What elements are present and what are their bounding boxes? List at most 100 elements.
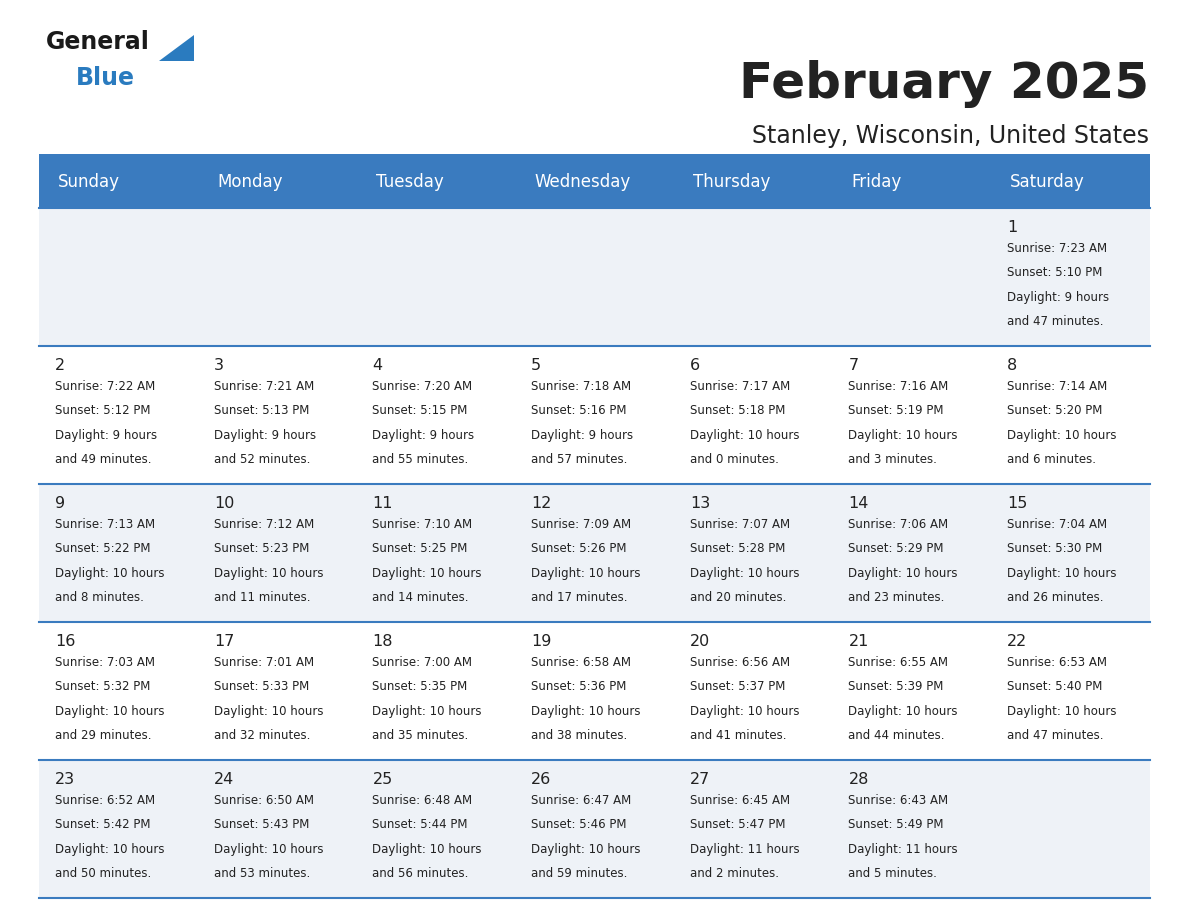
- Text: Daylight: 10 hours: Daylight: 10 hours: [690, 566, 800, 579]
- Text: Sunrise: 7:13 AM: Sunrise: 7:13 AM: [55, 519, 156, 532]
- Text: Sunrise: 6:47 AM: Sunrise: 6:47 AM: [531, 794, 631, 807]
- Text: Tuesday: Tuesday: [375, 174, 443, 191]
- Text: and 59 minutes.: and 59 minutes.: [531, 867, 627, 879]
- Text: Daylight: 10 hours: Daylight: 10 hours: [1007, 705, 1117, 718]
- Text: Sunrise: 6:56 AM: Sunrise: 6:56 AM: [690, 656, 790, 669]
- FancyBboxPatch shape: [39, 621, 1150, 760]
- Text: 13: 13: [690, 497, 710, 511]
- Text: Sunrise: 7:22 AM: Sunrise: 7:22 AM: [55, 380, 156, 393]
- Text: Sunset: 5:40 PM: Sunset: 5:40 PM: [1007, 680, 1102, 693]
- Text: and 2 minutes.: and 2 minutes.: [690, 867, 779, 879]
- FancyBboxPatch shape: [39, 154, 1150, 207]
- Text: Daylight: 9 hours: Daylight: 9 hours: [55, 429, 157, 442]
- Text: Sunset: 5:19 PM: Sunset: 5:19 PM: [848, 405, 944, 418]
- FancyBboxPatch shape: [39, 484, 1150, 621]
- Text: Monday: Monday: [217, 174, 283, 191]
- Text: and 0 minutes.: and 0 minutes.: [690, 453, 778, 465]
- Text: and 50 minutes.: and 50 minutes.: [55, 867, 151, 879]
- Text: and 57 minutes.: and 57 minutes.: [531, 453, 627, 465]
- Text: Sunrise: 6:45 AM: Sunrise: 6:45 AM: [690, 794, 790, 807]
- Text: 20: 20: [690, 634, 710, 649]
- Text: 4: 4: [373, 358, 383, 374]
- Polygon shape: [159, 35, 194, 62]
- Text: Friday: Friday: [852, 174, 902, 191]
- Text: Sunset: 5:28 PM: Sunset: 5:28 PM: [690, 543, 785, 555]
- Text: Sunrise: 6:50 AM: Sunrise: 6:50 AM: [214, 794, 314, 807]
- Text: Sunrise: 7:20 AM: Sunrise: 7:20 AM: [373, 380, 473, 393]
- FancyBboxPatch shape: [39, 760, 1150, 898]
- Text: Sunset: 5:26 PM: Sunset: 5:26 PM: [531, 543, 626, 555]
- Text: Sunset: 5:15 PM: Sunset: 5:15 PM: [373, 405, 468, 418]
- Text: Sunset: 5:33 PM: Sunset: 5:33 PM: [214, 680, 309, 693]
- Text: Sunset: 5:10 PM: Sunset: 5:10 PM: [1007, 266, 1102, 279]
- Text: Sunset: 5:36 PM: Sunset: 5:36 PM: [531, 680, 626, 693]
- Text: Daylight: 10 hours: Daylight: 10 hours: [214, 843, 323, 856]
- Text: Daylight: 10 hours: Daylight: 10 hours: [1007, 429, 1117, 442]
- Text: Sunrise: 7:06 AM: Sunrise: 7:06 AM: [848, 519, 948, 532]
- Text: and 14 minutes.: and 14 minutes.: [373, 591, 469, 604]
- Text: Sunset: 5:49 PM: Sunset: 5:49 PM: [848, 819, 944, 832]
- Text: 12: 12: [531, 497, 551, 511]
- Text: and 6 minutes.: and 6 minutes.: [1007, 453, 1097, 465]
- Text: and 26 minutes.: and 26 minutes.: [1007, 591, 1104, 604]
- Text: Daylight: 9 hours: Daylight: 9 hours: [373, 429, 474, 442]
- Text: Sunset: 5:18 PM: Sunset: 5:18 PM: [690, 405, 785, 418]
- Text: and 38 minutes.: and 38 minutes.: [531, 729, 627, 742]
- Text: 2: 2: [55, 358, 65, 374]
- Text: Sunset: 5:13 PM: Sunset: 5:13 PM: [214, 405, 309, 418]
- Text: and 17 minutes.: and 17 minutes.: [531, 591, 627, 604]
- Text: Sunrise: 7:18 AM: Sunrise: 7:18 AM: [531, 380, 631, 393]
- Text: and 3 minutes.: and 3 minutes.: [848, 453, 937, 465]
- Text: Sunrise: 6:48 AM: Sunrise: 6:48 AM: [373, 794, 473, 807]
- Text: 6: 6: [690, 358, 700, 374]
- Text: Sunrise: 7:09 AM: Sunrise: 7:09 AM: [531, 519, 631, 532]
- Text: Daylight: 10 hours: Daylight: 10 hours: [55, 566, 165, 579]
- Text: Daylight: 10 hours: Daylight: 10 hours: [690, 429, 800, 442]
- Text: and 23 minutes.: and 23 minutes.: [848, 591, 944, 604]
- Text: Sunrise: 7:00 AM: Sunrise: 7:00 AM: [373, 656, 473, 669]
- Text: Daylight: 10 hours: Daylight: 10 hours: [1007, 566, 1117, 579]
- Text: Saturday: Saturday: [1010, 174, 1085, 191]
- Text: and 8 minutes.: and 8 minutes.: [55, 591, 144, 604]
- Text: Sunrise: 6:58 AM: Sunrise: 6:58 AM: [531, 656, 631, 669]
- Text: Daylight: 10 hours: Daylight: 10 hours: [214, 705, 323, 718]
- Text: 14: 14: [848, 497, 868, 511]
- Text: 23: 23: [55, 772, 75, 788]
- Text: Sunday: Sunday: [58, 174, 120, 191]
- Text: Daylight: 9 hours: Daylight: 9 hours: [214, 429, 316, 442]
- Text: Sunrise: 7:03 AM: Sunrise: 7:03 AM: [55, 656, 156, 669]
- FancyBboxPatch shape: [39, 346, 1150, 484]
- Text: Sunset: 5:16 PM: Sunset: 5:16 PM: [531, 405, 626, 418]
- Text: Daylight: 10 hours: Daylight: 10 hours: [848, 566, 958, 579]
- Text: Sunrise: 7:12 AM: Sunrise: 7:12 AM: [214, 519, 314, 532]
- Text: Sunset: 5:39 PM: Sunset: 5:39 PM: [848, 680, 943, 693]
- Text: and 11 minutes.: and 11 minutes.: [214, 591, 310, 604]
- Text: and 47 minutes.: and 47 minutes.: [1007, 315, 1104, 328]
- Text: Sunrise: 7:07 AM: Sunrise: 7:07 AM: [690, 519, 790, 532]
- Text: and 20 minutes.: and 20 minutes.: [690, 591, 786, 604]
- Text: Sunrise: 7:23 AM: Sunrise: 7:23 AM: [1007, 242, 1107, 255]
- Text: Daylight: 11 hours: Daylight: 11 hours: [690, 843, 800, 856]
- Text: Daylight: 10 hours: Daylight: 10 hours: [214, 566, 323, 579]
- Text: and 44 minutes.: and 44 minutes.: [848, 729, 944, 742]
- Text: and 35 minutes.: and 35 minutes.: [373, 729, 469, 742]
- Text: 16: 16: [55, 634, 76, 649]
- Text: Sunrise: 6:43 AM: Sunrise: 6:43 AM: [848, 794, 948, 807]
- Text: Sunset: 5:12 PM: Sunset: 5:12 PM: [55, 405, 151, 418]
- Text: Sunset: 5:35 PM: Sunset: 5:35 PM: [373, 680, 468, 693]
- Text: Sunset: 5:46 PM: Sunset: 5:46 PM: [531, 819, 626, 832]
- Text: Sunrise: 7:01 AM: Sunrise: 7:01 AM: [214, 656, 314, 669]
- Text: and 5 minutes.: and 5 minutes.: [848, 867, 937, 879]
- Text: 17: 17: [214, 634, 234, 649]
- Text: 21: 21: [848, 634, 868, 649]
- Text: and 32 minutes.: and 32 minutes.: [214, 729, 310, 742]
- Text: Daylight: 10 hours: Daylight: 10 hours: [55, 843, 165, 856]
- Text: and 47 minutes.: and 47 minutes.: [1007, 729, 1104, 742]
- Text: 26: 26: [531, 772, 551, 788]
- Text: and 41 minutes.: and 41 minutes.: [690, 729, 786, 742]
- Text: Daylight: 10 hours: Daylight: 10 hours: [848, 429, 958, 442]
- Text: February 2025: February 2025: [739, 60, 1149, 107]
- Text: 7: 7: [848, 358, 859, 374]
- Text: 25: 25: [373, 772, 393, 788]
- Text: Sunset: 5:30 PM: Sunset: 5:30 PM: [1007, 543, 1102, 555]
